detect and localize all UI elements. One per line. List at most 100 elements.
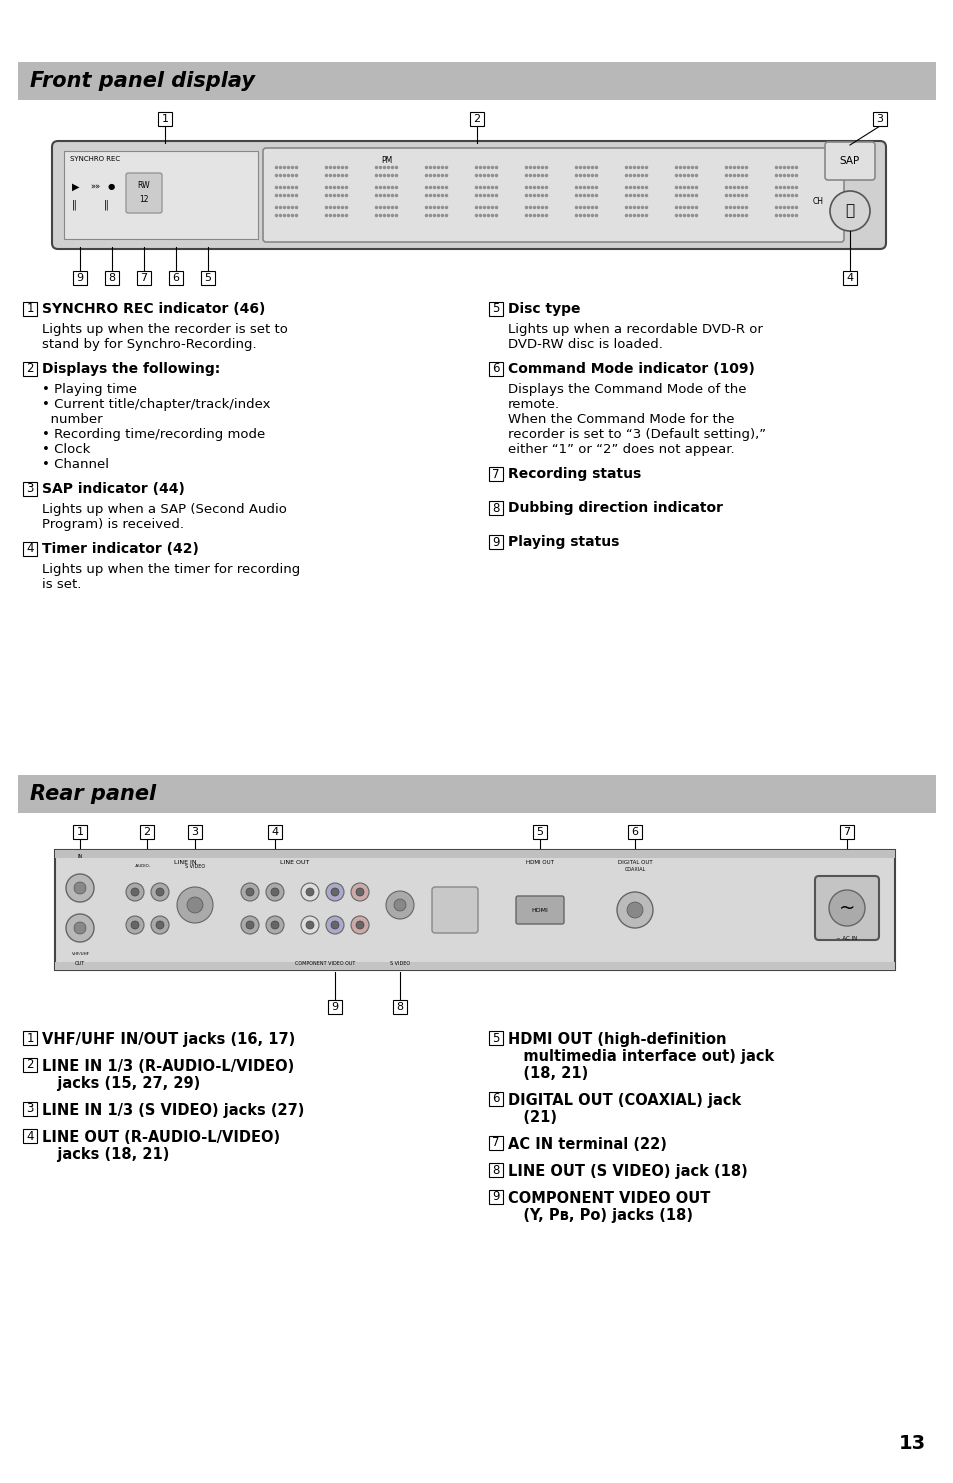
Text: 4: 4 (27, 1130, 33, 1142)
FancyBboxPatch shape (73, 825, 87, 839)
Text: 9: 9 (76, 273, 84, 283)
Text: 7: 7 (140, 273, 148, 283)
Text: 7: 7 (492, 1136, 499, 1149)
Text: Command Mode indicator (109): Command Mode indicator (109) (507, 362, 754, 377)
Circle shape (301, 916, 318, 934)
Text: 2: 2 (27, 362, 33, 375)
FancyBboxPatch shape (126, 174, 162, 214)
Text: Playing status: Playing status (507, 535, 618, 549)
FancyBboxPatch shape (489, 303, 502, 316)
Text: LINE OUT (R-AUDIO-L/VIDEO): LINE OUT (R-AUDIO-L/VIDEO) (42, 1130, 280, 1145)
FancyBboxPatch shape (840, 825, 853, 839)
Text: number: number (42, 412, 103, 426)
FancyBboxPatch shape (64, 151, 257, 239)
Text: 3: 3 (192, 828, 198, 836)
Text: (21): (21) (507, 1109, 557, 1126)
FancyBboxPatch shape (23, 482, 37, 495)
Text: 1: 1 (27, 303, 33, 316)
Circle shape (331, 888, 338, 896)
Circle shape (394, 899, 406, 911)
Circle shape (66, 914, 94, 942)
Text: COAXIAL: COAXIAL (623, 868, 645, 872)
Text: 8: 8 (396, 1003, 403, 1011)
FancyBboxPatch shape (263, 148, 843, 242)
Circle shape (131, 921, 139, 928)
Text: remote.: remote. (507, 397, 559, 411)
FancyBboxPatch shape (814, 876, 878, 940)
Text: 2: 2 (473, 114, 480, 125)
Text: HDMI: HDMI (531, 908, 548, 912)
Text: recorder is set to “3 (Default setting),”: recorder is set to “3 (Default setting),… (507, 429, 765, 440)
Text: (Y, Pʙ, Pᴏ) jacks (18): (Y, Pʙ, Pᴏ) jacks (18) (507, 1209, 692, 1223)
FancyBboxPatch shape (105, 271, 119, 285)
Circle shape (246, 921, 253, 928)
FancyBboxPatch shape (470, 113, 483, 126)
Circle shape (241, 882, 258, 902)
Text: • Channel: • Channel (42, 458, 109, 472)
Text: ●: ● (108, 182, 115, 191)
FancyBboxPatch shape (328, 1000, 341, 1014)
FancyBboxPatch shape (23, 1102, 37, 1117)
FancyBboxPatch shape (158, 113, 172, 126)
Text: HDMI OUT (high-definition: HDMI OUT (high-definition (507, 1032, 726, 1047)
Text: SYNCHRO REC indicator (46): SYNCHRO REC indicator (46) (42, 303, 265, 316)
Text: »»: »» (90, 182, 100, 191)
Text: DIGITAL OUT (COAXIAL) jack: DIGITAL OUT (COAXIAL) jack (507, 1093, 740, 1108)
Text: 4: 4 (272, 828, 278, 836)
Text: ‖: ‖ (104, 200, 109, 211)
FancyBboxPatch shape (489, 1091, 502, 1106)
Circle shape (326, 916, 344, 934)
FancyBboxPatch shape (137, 271, 151, 285)
Text: 5: 5 (204, 273, 212, 283)
Text: is set.: is set. (42, 578, 81, 592)
FancyBboxPatch shape (201, 271, 214, 285)
Text: 9: 9 (331, 1003, 338, 1011)
FancyBboxPatch shape (268, 825, 282, 839)
Circle shape (187, 897, 203, 914)
Text: 2: 2 (143, 828, 151, 836)
Text: Program) is received.: Program) is received. (42, 518, 184, 531)
Circle shape (74, 882, 86, 894)
FancyBboxPatch shape (55, 962, 894, 970)
Text: • Current title/chapter/track/index: • Current title/chapter/track/index (42, 397, 271, 411)
Text: 3: 3 (27, 1102, 33, 1115)
Circle shape (156, 888, 164, 896)
Text: 4: 4 (27, 543, 33, 556)
Text: S VIDEO: S VIDEO (185, 865, 205, 869)
Circle shape (126, 882, 144, 902)
Text: 8: 8 (109, 273, 115, 283)
FancyBboxPatch shape (23, 303, 37, 316)
Text: 5: 5 (536, 828, 543, 836)
Text: Displays the following:: Displays the following: (42, 362, 220, 377)
FancyBboxPatch shape (872, 113, 886, 126)
Text: Disc type: Disc type (507, 303, 579, 316)
FancyBboxPatch shape (55, 850, 894, 859)
Circle shape (126, 916, 144, 934)
FancyBboxPatch shape (489, 535, 502, 549)
Circle shape (151, 916, 169, 934)
Text: 9: 9 (492, 535, 499, 549)
FancyBboxPatch shape (824, 142, 874, 179)
Text: multimedia interface out) jack: multimedia interface out) jack (507, 1048, 774, 1063)
Text: 6: 6 (492, 362, 499, 375)
FancyBboxPatch shape (489, 1136, 502, 1149)
Text: VHF/UHF: VHF/UHF (71, 952, 90, 957)
Circle shape (177, 887, 213, 922)
FancyBboxPatch shape (52, 141, 885, 249)
Text: jacks (18, 21): jacks (18, 21) (42, 1146, 170, 1163)
Text: stand by for Synchro-Recording.: stand by for Synchro-Recording. (42, 338, 256, 351)
Text: • Recording time/recording mode: • Recording time/recording mode (42, 429, 265, 440)
Text: LINE OUT: LINE OUT (280, 860, 310, 865)
Text: Lights up when a SAP (Second Audio: Lights up when a SAP (Second Audio (42, 503, 287, 516)
Text: SAP indicator (44): SAP indicator (44) (42, 482, 185, 495)
Text: 1: 1 (161, 114, 169, 125)
FancyBboxPatch shape (169, 271, 183, 285)
FancyBboxPatch shape (140, 825, 153, 839)
Text: 6: 6 (492, 1093, 499, 1105)
Circle shape (829, 191, 869, 231)
Circle shape (351, 916, 369, 934)
Text: either “1” or “2” does not appear.: either “1” or “2” does not appear. (507, 443, 734, 455)
FancyBboxPatch shape (489, 1031, 502, 1046)
Text: Lights up when a recordable DVD-R or: Lights up when a recordable DVD-R or (507, 323, 762, 337)
Circle shape (66, 873, 94, 902)
